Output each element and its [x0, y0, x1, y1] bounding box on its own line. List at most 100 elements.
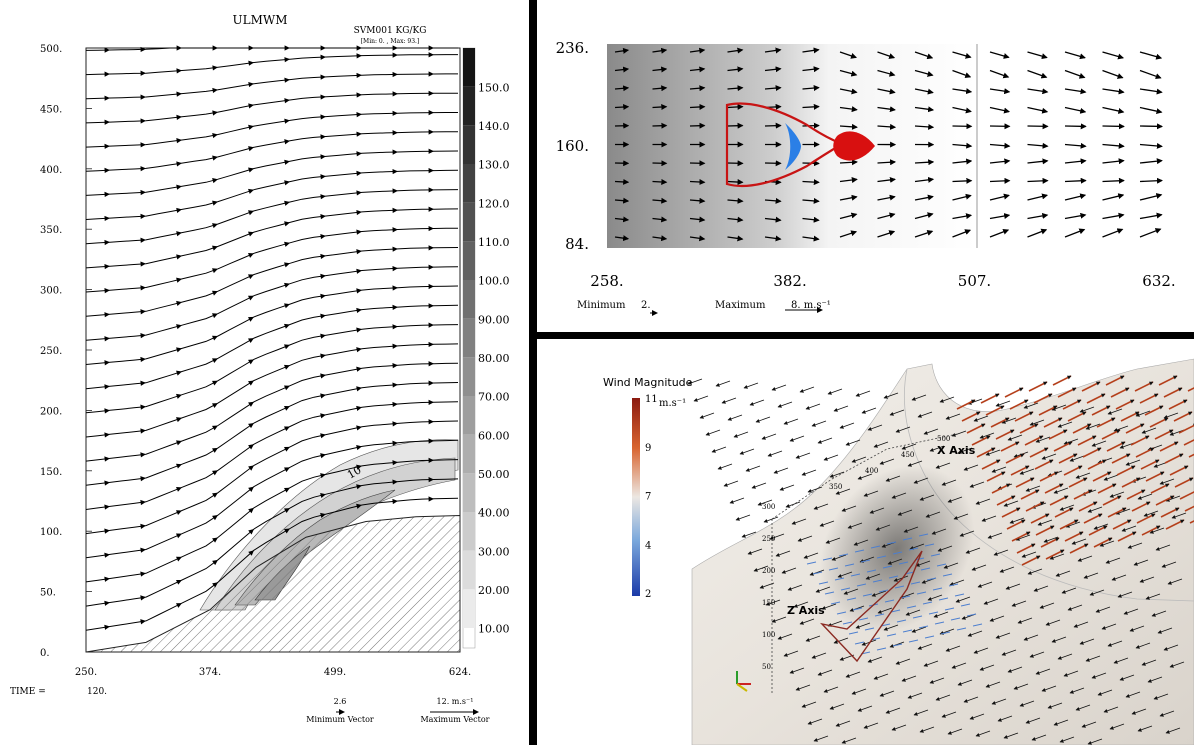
surface-vector	[1029, 651, 1045, 658]
strong-vector	[1045, 549, 1065, 560]
strong-vector	[1077, 435, 1097, 446]
vector-arrowhead	[176, 45, 182, 51]
vector-arrowhead	[140, 261, 146, 267]
vector-arrowhead	[140, 404, 146, 410]
surface-vector	[933, 611, 949, 618]
vector-arrowhead	[248, 253, 254, 258]
vector-arrowhead	[428, 322, 434, 328]
surface-vector	[1137, 493, 1153, 500]
x-tick-label: 624.	[449, 667, 471, 678]
strong-vector	[1154, 429, 1174, 440]
strong-vector	[1028, 381, 1048, 392]
max-vector-value: 12. m.s⁻¹	[437, 697, 474, 706]
wind-vector	[727, 216, 744, 223]
surface-vector	[767, 450, 783, 457]
surface-vector	[793, 601, 809, 608]
surface-vector	[999, 566, 1015, 573]
surface-vector	[727, 414, 743, 421]
surface-vector	[1159, 478, 1175, 485]
strong-vector	[1044, 483, 1064, 494]
vector-arrowhead	[248, 550, 254, 556]
surface-vector	[751, 482, 767, 489]
colorbar-tick-label: 110.0	[478, 236, 510, 249]
surface-vector	[823, 454, 839, 461]
surface-vector	[783, 650, 799, 657]
vector-arrowhead	[392, 149, 398, 155]
weak-vector	[922, 601, 933, 605]
wind-vector	[1027, 88, 1049, 95]
vector-arrowhead	[392, 498, 398, 505]
surface-vector	[783, 418, 799, 425]
surface-vector	[995, 400, 1011, 407]
strong-vector	[1121, 477, 1141, 488]
legend-tick-label: 4	[645, 540, 651, 551]
surface-vector	[969, 713, 985, 720]
vector-arrowhead	[356, 484, 362, 490]
surface-vector	[1135, 642, 1151, 649]
wind-vector	[1027, 158, 1049, 165]
vector-arrowhead	[140, 70, 146, 76]
z-tick-label: 300	[762, 503, 775, 511]
colorbar-tick-label: 60.00	[478, 429, 510, 442]
strong-vector	[1038, 405, 1058, 416]
weak-vector	[936, 563, 947, 567]
surface-vector	[873, 673, 889, 680]
wind-vector	[614, 104, 630, 111]
wind-vector	[989, 88, 1011, 95]
surface-vector	[1159, 710, 1175, 717]
vector-arrowhead	[212, 335, 218, 341]
vector-arrowhead	[284, 426, 290, 432]
surface-vector	[935, 462, 951, 469]
strong-vector	[1043, 417, 1063, 428]
weak-vector	[844, 563, 855, 567]
surface-vector	[929, 445, 945, 452]
surface-vector	[1035, 436, 1051, 443]
surface-vector	[979, 432, 995, 439]
surface-vector	[1059, 736, 1075, 743]
colorbar-tick-label: 140.0	[478, 120, 510, 133]
surface-vector	[985, 449, 1001, 456]
vector-arrowhead	[176, 114, 182, 120]
vector-arrowhead	[176, 533, 182, 539]
x-tick-label: 400	[865, 467, 878, 475]
strong-vector	[1101, 429, 1121, 440]
surface-vector	[917, 411, 933, 418]
surface-vector	[1131, 708, 1147, 715]
vector-arrowhead	[104, 432, 110, 438]
surface-vector	[1109, 723, 1125, 730]
surface-vector	[957, 679, 973, 686]
vector-arrowhead	[356, 307, 362, 314]
vector-arrowhead	[176, 254, 182, 260]
surface-vector	[1079, 638, 1095, 645]
vector-arrowhead	[104, 47, 110, 53]
wind-vector	[1027, 142, 1049, 149]
surface-vector	[811, 420, 827, 427]
wind-vector	[839, 159, 858, 166]
vector-arrowhead	[176, 138, 182, 144]
surface-vector	[741, 531, 757, 538]
vector-arrowhead	[320, 512, 326, 518]
wind-vector	[727, 103, 744, 110]
vector-arrowhead	[140, 476, 146, 482]
strong-vector	[1004, 387, 1024, 398]
vector-arrowhead	[104, 528, 110, 534]
vector-arrowhead	[212, 155, 218, 161]
surface-vector	[1055, 570, 1071, 577]
y-tick-label: 160.	[556, 137, 589, 155]
surface-vector	[799, 386, 815, 393]
vector-arrowhead	[356, 366, 362, 372]
wind-vector	[614, 47, 630, 54]
surface-vector	[705, 429, 721, 436]
wind-vector	[989, 106, 1011, 114]
surface-vector	[1099, 540, 1115, 547]
surface-vector	[745, 465, 761, 472]
vector-arrowhead	[176, 417, 182, 423]
surface-vector	[979, 664, 995, 671]
strong-vector	[980, 393, 1000, 404]
surface-vector	[857, 473, 873, 480]
weak-vector	[924, 543, 935, 547]
surface-vector	[735, 514, 751, 521]
surface-vector	[863, 722, 879, 729]
weak-vector	[858, 617, 869, 621]
vector-arrowhead	[212, 447, 218, 453]
